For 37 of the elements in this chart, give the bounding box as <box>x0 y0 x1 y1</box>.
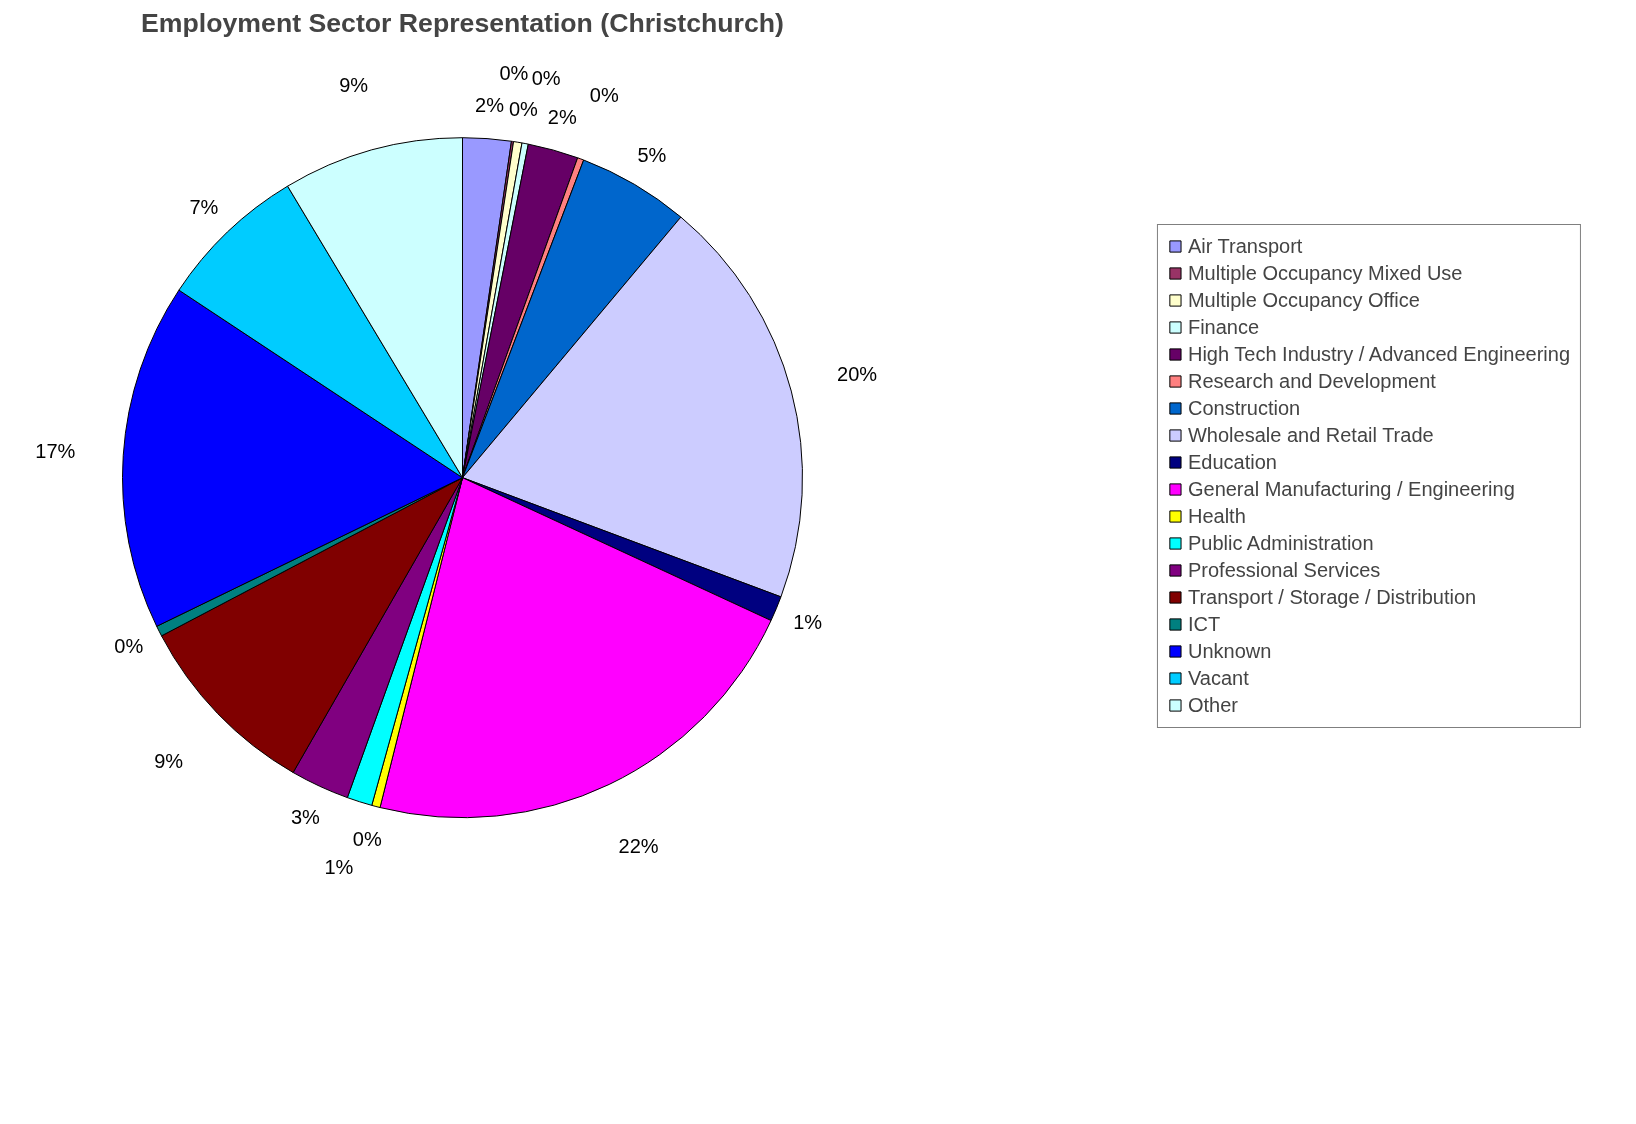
legend-label: High Tech Industry / Advanced Engineering <box>1187 342 1571 366</box>
data-label: 3% <box>290 806 321 829</box>
data-label: 0% <box>531 67 561 90</box>
data-label: 7% <box>189 196 219 219</box>
data-label: 2% <box>475 93 505 116</box>
legend-label: Other <box>1187 693 1238 717</box>
legend-label: General Manufacturing / Engineering <box>1187 477 1515 501</box>
legend-label: Professional Services <box>1187 558 1381 582</box>
data-label: 20% <box>837 362 878 385</box>
data-label: 0% <box>589 84 619 107</box>
legend-label: Health <box>1187 504 1246 528</box>
data-label: 9% <box>339 73 369 96</box>
data-label: 1% <box>793 610 823 633</box>
legend-label: Construction <box>1187 396 1301 420</box>
legend-label: ICT <box>1187 612 1221 636</box>
legend-label: Vacant <box>1187 666 1249 690</box>
legend-label: Education <box>1187 450 1277 474</box>
data-label: 0% <box>352 828 382 851</box>
legend-label: Wholesale and Retail Trade <box>1187 423 1434 447</box>
data-label: 2% <box>547 106 577 129</box>
data-label: 5% <box>637 144 667 167</box>
data-label: 0% <box>499 61 529 84</box>
data-label: 0% <box>114 635 144 658</box>
data-label: 9% <box>154 749 184 772</box>
legend-label: Multiple Occupancy Office <box>1187 288 1420 312</box>
legend-label: Finance <box>1187 315 1260 339</box>
data-label: 1% <box>324 855 354 878</box>
data-label: 22% <box>618 834 659 857</box>
legend-label: Air Transport <box>1187 234 1303 258</box>
data-label: 0% <box>508 97 539 120</box>
chart-title: Employment Sector Representation (Christchurch) <box>141 7 784 38</box>
legend-label: Public Administration <box>1187 531 1374 555</box>
legend-label: Unknown <box>1187 639 1272 663</box>
data-label: 17% <box>35 439 76 462</box>
legend-label: Research and Development <box>1187 369 1436 393</box>
legend-label: Multiple Occupancy Mixed Use <box>1187 261 1463 285</box>
legend-label: Transport / Storage / Distribution <box>1187 585 1477 609</box>
